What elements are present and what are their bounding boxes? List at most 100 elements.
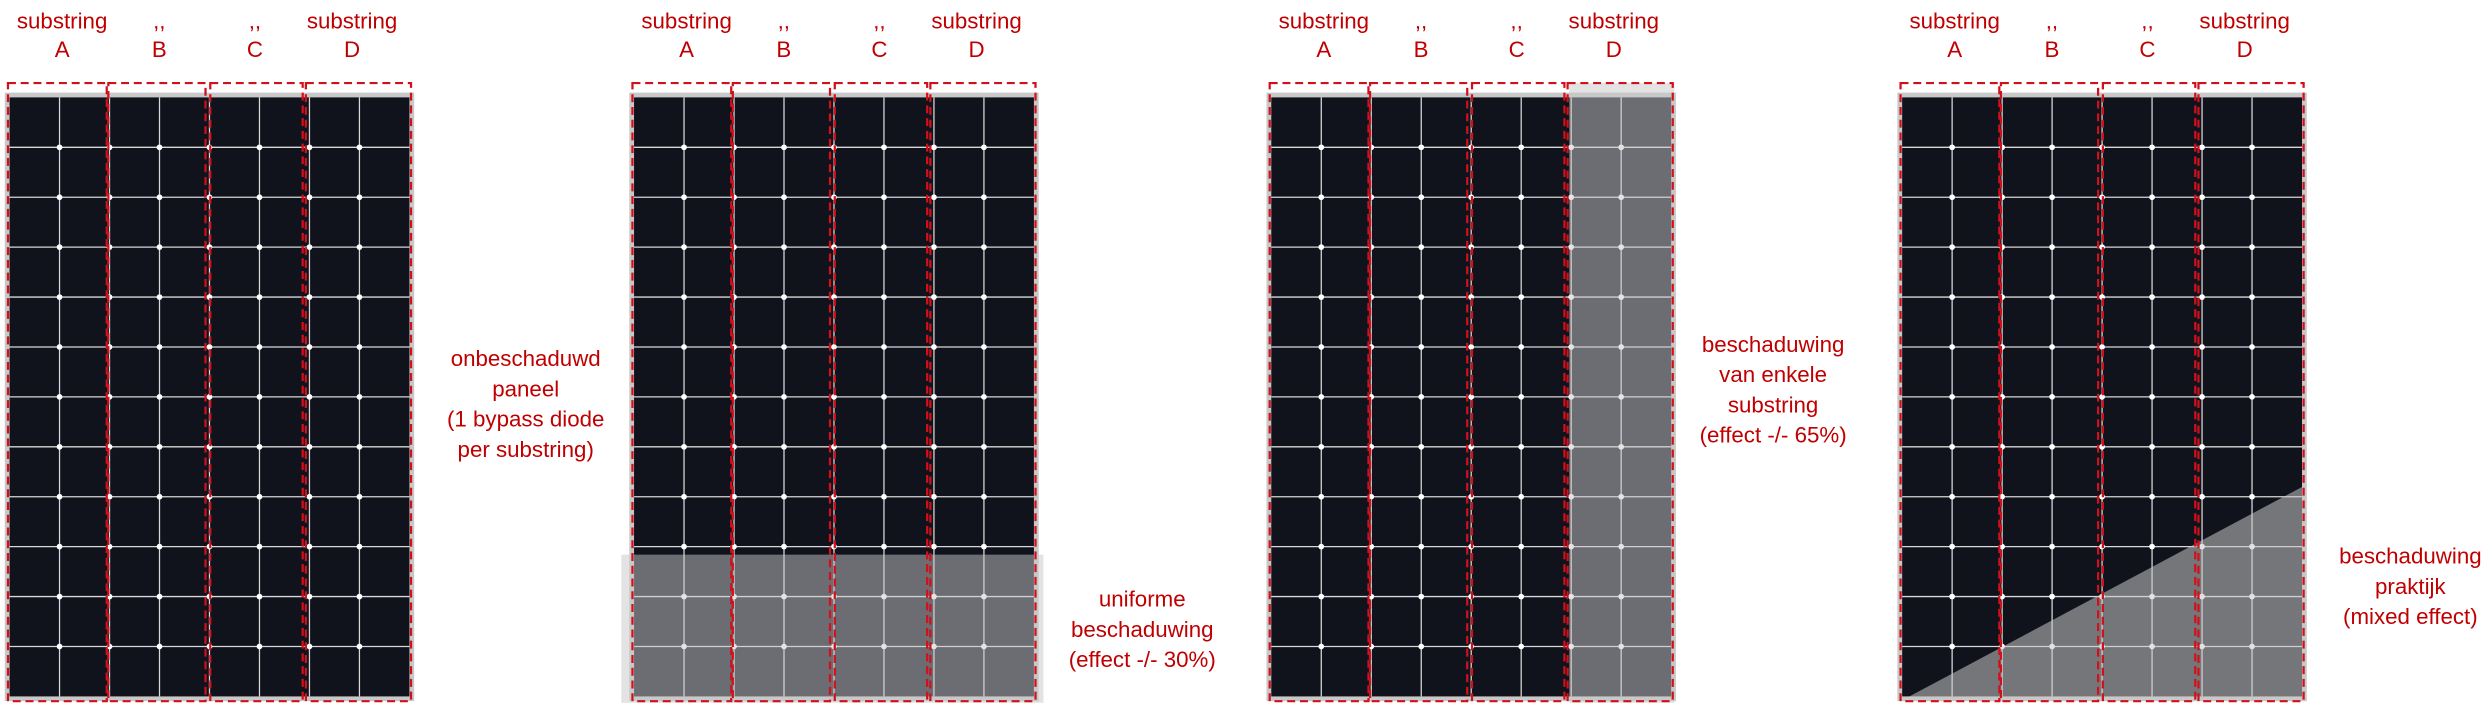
cell-dot [781, 244, 787, 251]
cell-dot [256, 244, 263, 251]
cell-dot [2249, 194, 2255, 201]
cell-dot [156, 244, 163, 251]
substring-label: substring [1909, 8, 1999, 33]
cell-dot [1518, 593, 1525, 600]
cell-dot [2049, 443, 2055, 450]
cell-dot [56, 643, 63, 650]
cell-dot [1418, 593, 1425, 600]
cell-dot [681, 394, 687, 400]
cell-dot [931, 244, 937, 251]
cell-dot [1318, 294, 1325, 300]
cell-dot [1368, 493, 1375, 500]
cell-dot [1418, 294, 1425, 300]
cell-dot [256, 643, 263, 650]
cell-dot [256, 543, 263, 550]
cell-dot [106, 543, 113, 550]
cell-dot [156, 493, 163, 500]
substring-label: B [776, 37, 791, 62]
cell-dot [1418, 543, 1425, 550]
cell-dot [881, 443, 887, 450]
substring-label: ,, [2141, 8, 2153, 33]
cell-dot [1318, 194, 1325, 201]
cell-dot [1949, 144, 1956, 151]
cell-dot [2049, 244, 2055, 251]
cell-dot [1418, 443, 1425, 450]
cell-dot [781, 194, 787, 201]
caption: onbeschaduwd [451, 346, 601, 371]
cell-dot [356, 194, 363, 201]
cell-dot [2049, 194, 2055, 201]
cell-dot [1318, 394, 1325, 400]
cell-dot [356, 394, 363, 400]
cell-dot [1949, 593, 1956, 600]
cell-dot [881, 294, 887, 300]
cell-dot [1999, 543, 2005, 550]
substring-label: B [152, 37, 167, 62]
cell-dot [781, 543, 787, 550]
cell-dot [881, 394, 887, 400]
cell-dot [881, 244, 887, 251]
cell-dot [156, 593, 163, 600]
caption: substring [1728, 392, 1818, 417]
cell-dot [306, 144, 313, 151]
cell-dot [1949, 344, 1956, 350]
cell-dot [1468, 394, 1475, 400]
cell-dot [2099, 344, 2105, 350]
cell-dot [2149, 493, 2155, 500]
substring-label: A [1947, 37, 1962, 62]
cell-dot [256, 194, 263, 201]
cell-dot [731, 493, 737, 500]
cell-dot [981, 344, 987, 350]
cell-dot [156, 144, 163, 151]
cell-dot [1518, 344, 1525, 350]
cell-dot [2249, 144, 2255, 151]
substring-label: D [969, 37, 985, 62]
caption: (1 bypass diode [447, 407, 604, 432]
cell-dot [1318, 543, 1325, 550]
substring-label: B [1414, 37, 1429, 62]
cell-dot [2199, 144, 2205, 151]
cell-dot [1318, 244, 1325, 251]
cell-dot [981, 144, 987, 151]
cell-dot [2199, 344, 2205, 350]
cell-dot [2049, 493, 2055, 500]
cell-dot [356, 643, 363, 650]
cell-dot [256, 294, 263, 300]
cell-dot [2199, 493, 2205, 500]
cell-dot [206, 394, 213, 400]
caption: beschaduwing [2339, 544, 2482, 569]
cell-dot [981, 543, 987, 550]
substring-box [2101, 81, 2197, 703]
shade [621, 554, 1044, 703]
cell-dot [981, 294, 987, 300]
substring-label: B [2044, 37, 2059, 62]
substring-box [209, 81, 304, 703]
cell-dot [2249, 493, 2255, 500]
cell-dot [56, 244, 63, 251]
cell-dot [931, 294, 937, 300]
cell-dot [356, 294, 363, 300]
substring-box [107, 81, 207, 703]
cell-dot [156, 443, 163, 450]
substring-label: C [247, 37, 263, 62]
cell-dot [981, 443, 987, 450]
cell-dot [1518, 443, 1525, 450]
cell-dot [306, 643, 313, 650]
cell-dot [831, 344, 837, 350]
cell-dot [931, 493, 937, 500]
cell-dot [2149, 394, 2155, 400]
substring-label: substring [307, 8, 397, 33]
cell-dot [1949, 543, 1956, 550]
cell-dot [356, 593, 363, 600]
cell-dot [1949, 244, 1956, 251]
cell-dot [1949, 443, 1956, 450]
cell-dot [2149, 543, 2155, 550]
cell-dot [256, 144, 263, 151]
cell-dot [306, 394, 313, 400]
cell-dot [2149, 344, 2155, 350]
substring-label: ,, [153, 8, 165, 33]
caption: paneel [492, 376, 559, 401]
cell-dot [1949, 643, 1956, 650]
cell-dot [781, 294, 787, 300]
